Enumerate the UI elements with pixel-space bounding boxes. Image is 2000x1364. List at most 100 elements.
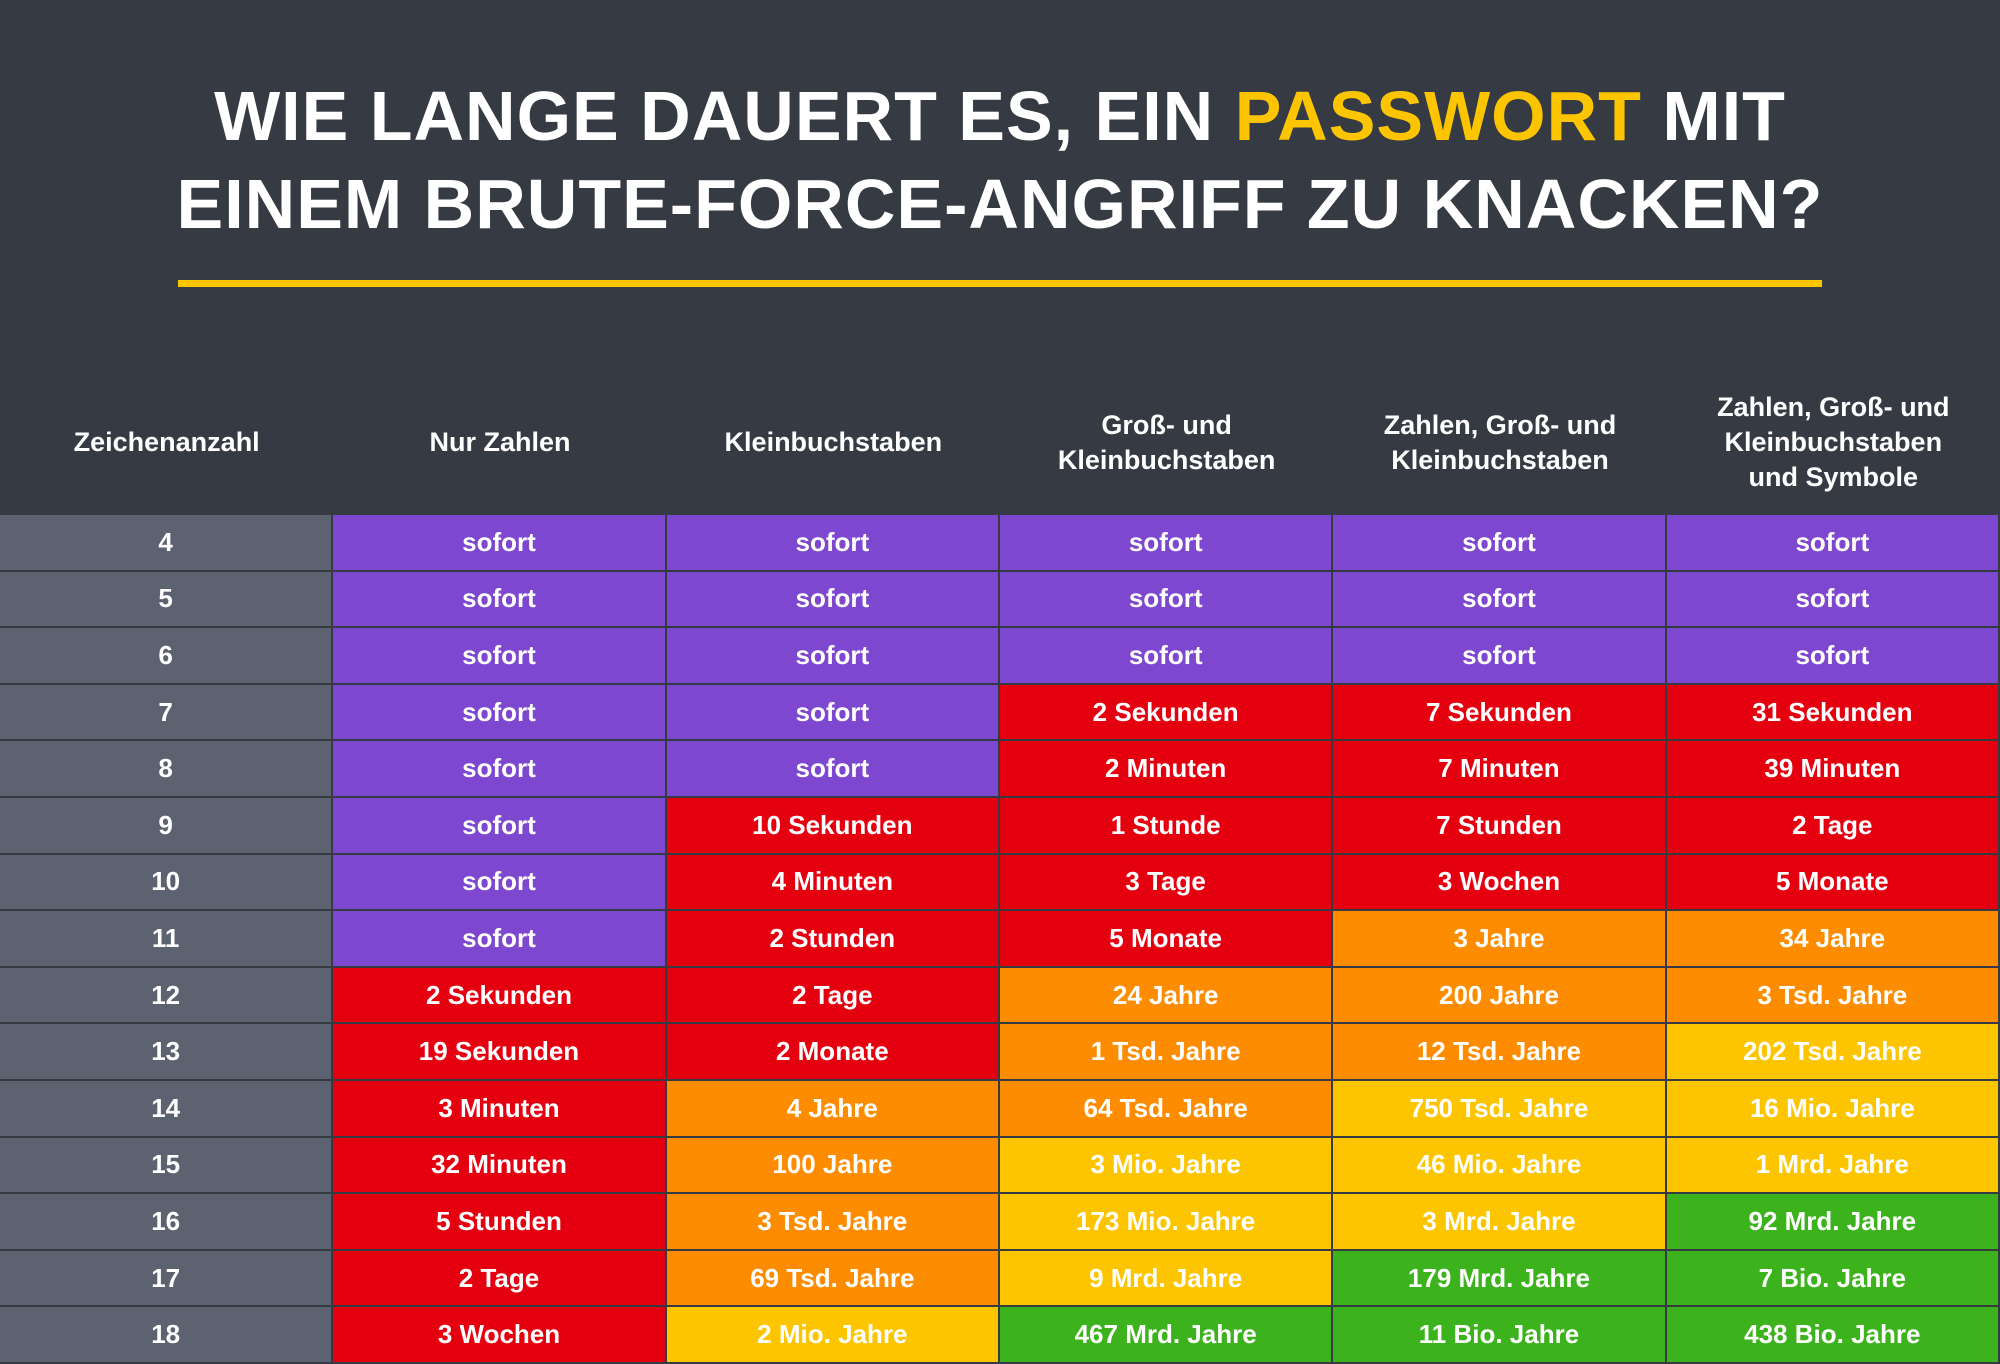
table-row: 14 3 Minuten 4 Jahre 64 Tsd. Jahre 750 Tsd. … (0, 1080, 2000, 1138)
character-count-cell: 5 (0, 571, 334, 629)
table-row: 11 sofort 2 Stunden 5 Monate 3 Jahre 34 Jahre (0, 911, 2000, 968)
crack-time-cell: 92 Mrd. Jahre (1666, 1194, 2000, 1251)
crack-time-cell: 5 Monate (1666, 854, 2000, 912)
crack-time-cell: 2 Monate (666, 1024, 1000, 1081)
title-part-1: WIE LANGE DAUERT ES, EIN (214, 77, 1235, 155)
crack-time-cell: sofort (333, 571, 667, 629)
table-row: 15 32 Minuten 100 Jahre 3 Mio. Jahre 46 Mio.… (0, 1137, 2000, 1195)
crack-time-cell: sofort (999, 515, 1334, 572)
crack-time-cell: 69 Tsd. Jahre (666, 1250, 1000, 1308)
character-count-cell: 8 (0, 741, 334, 798)
crack-time-cell: sofort (1333, 571, 1667, 629)
crack-time-cell: 7 Bio. Jahre (1666, 1250, 2000, 1308)
crack-time-cell: 9 Mrd. Jahre (999, 1250, 1334, 1308)
crack-time-cell: 2 Sekunden (333, 967, 667, 1025)
crack-time-cell: 3 Tsd. Jahre (666, 1194, 1000, 1251)
crack-time-cell: 2 Tage (666, 967, 1000, 1025)
column-header-4: Zahlen, Groß- und Kleinbuchstaben (1383, 409, 1617, 475)
crack-time-cell: sofort (1333, 628, 1667, 685)
crack-time-cell: 11 Bio. Jahre (1333, 1307, 1667, 1364)
crack-time-cell: 32 Minuten (333, 1137, 667, 1195)
crack-time-cell: sofort (1333, 515, 1667, 572)
title-divider (178, 280, 1822, 287)
crack-time-cell: 31 Sekunden (1666, 684, 2000, 742)
crack-time-cell: 2 Tage (1666, 797, 2000, 855)
table-row: 10 sofort 4 Minuten 3 Tage 3 Wochen 5 Monate (0, 854, 2000, 912)
character-count-cell: 15 (0, 1137, 334, 1195)
crack-time-cell: sofort (999, 571, 1334, 629)
crack-time-cell: sofort (333, 741, 667, 798)
table-row: 9 sofort 10 Sekunden 1 Stunde 7 Stunden 2 Tag… (0, 797, 2000, 855)
title-highlight: PASSWORT (1234, 77, 1642, 155)
crack-time-cell: 24 Jahre (999, 967, 1334, 1025)
character-count-cell: 7 (0, 684, 334, 742)
column-header-5: Zahlen, Groß- und Kleinbuchstaben und Sy… (1717, 392, 1950, 492)
crack-time-cell: 3 Jahre (1333, 911, 1667, 968)
character-count-cell: 13 (0, 1024, 334, 1081)
crack-time-cell: 3 Tage (999, 854, 1334, 912)
crack-time-cell: sofort (1666, 515, 2000, 572)
character-count-cell: 4 (0, 515, 334, 572)
crack-time-cell: 46 Mio. Jahre (1333, 1137, 1667, 1195)
crack-time-cell: sofort (666, 571, 1000, 629)
crack-time-cell: sofort (666, 684, 1000, 742)
character-count-cell: 12 (0, 967, 334, 1025)
crack-time-cell: 4 Jahre (666, 1080, 1000, 1138)
crack-time-cell: 7 Sekunden (1333, 684, 1667, 742)
column-header-0: Zeichenanzahl (73, 427, 260, 457)
crack-time-cell: sofort (666, 515, 1000, 572)
crack-time-cell: sofort (999, 628, 1334, 685)
crack-time-cell: sofort (333, 628, 667, 685)
crack-time-cell: 2 Minuten (999, 741, 1334, 798)
crack-time-cell: 2 Tage (333, 1250, 667, 1308)
crack-time-cell: 64 Tsd. Jahre (999, 1080, 1334, 1138)
table-row: 4 sofort sofort sofort sofort sofort (0, 515, 2000, 572)
crack-time-cell: sofort (1666, 628, 2000, 685)
column-header-2: Kleinbuchstaben (724, 427, 943, 457)
character-count-cell: 9 (0, 797, 334, 855)
crack-time-cell: 7 Stunden (1333, 797, 1667, 855)
table-header-row: Zeichenanzahl Nur Zahlen Kleinbuchstaben Gr… (0, 370, 2000, 515)
crack-time-cell: 7 Minuten (1333, 741, 1667, 798)
title-line-1: WIE LANGE DAUERT ES, EIN PASSWORT MIT (0, 72, 2000, 160)
crack-time-cell: 1 Tsd. Jahre (999, 1024, 1334, 1081)
crack-time-cell: 3 Mio. Jahre (999, 1137, 1334, 1195)
crack-time-cell: sofort (666, 628, 1000, 685)
crack-time-cell: 2 Sekunden (999, 684, 1334, 742)
character-count-cell: 10 (0, 854, 334, 912)
crack-time-cell: 3 Minuten (333, 1080, 667, 1138)
character-count-cell: 17 (0, 1250, 334, 1308)
crack-time-cell: 34 Jahre (1666, 911, 2000, 968)
character-count-cell: 14 (0, 1080, 334, 1138)
crack-time-cell: sofort (333, 684, 667, 742)
crack-time-cell: 2 Stunden (666, 911, 1000, 968)
character-count-cell: 11 (0, 911, 334, 968)
crack-time-cell: sofort (333, 515, 667, 572)
crack-time-cell: 19 Sekunden (333, 1024, 667, 1081)
crack-time-table: Zeichenanzahl Nur Zahlen Kleinbuchstaben Gr… (0, 370, 2000, 1364)
crack-time-cell: 3 Wochen (1333, 854, 1667, 912)
table-row: 12 2 Sekunden 2 Tage 24 Jahre 200 Jahre 3 Tsd… (0, 967, 2000, 1025)
crack-time-cell: sofort (666, 741, 1000, 798)
crack-time-cell: sofort (1666, 571, 2000, 629)
table-row: 6 sofort sofort sofort sofort sofort (0, 628, 2000, 685)
table-body: 4 sofort sofort sofort sofort sofort 5 sofort so… (0, 515, 2000, 1364)
character-count-cell: 16 (0, 1194, 334, 1251)
crack-time-cell: 39 Minuten (1666, 741, 2000, 798)
crack-time-cell: 3 Mrd. Jahre (1333, 1194, 1667, 1251)
table-row: 18 3 Wochen 2 Mio. Jahre 467 Mrd. Jahre 11 B… (0, 1307, 2000, 1364)
crack-time-cell: 173 Mio. Jahre (999, 1194, 1334, 1251)
title-line-2: EINEM BRUTE-FORCE-ANGRIFF ZU KNACKEN? (176, 165, 1824, 243)
crack-time-cell: 200 Jahre (1333, 967, 1667, 1025)
crack-time-cell: 2 Mio. Jahre (666, 1307, 1000, 1364)
crack-time-cell: 3 Wochen (333, 1307, 667, 1364)
table-row: 16 5 Stunden 3 Tsd. Jahre 173 Mio. Jahre 3 M… (0, 1194, 2000, 1251)
crack-time-cell: 16 Mio. Jahre (1666, 1080, 2000, 1138)
character-count-cell: 6 (0, 628, 334, 685)
crack-time-cell: 1 Mrd. Jahre (1666, 1137, 2000, 1195)
column-header-1: Nur Zahlen (429, 427, 571, 457)
crack-time-cell: 5 Monate (999, 911, 1334, 968)
crack-time-cell: 179 Mrd. Jahre (1333, 1250, 1667, 1308)
crack-time-cell: 467 Mrd. Jahre (999, 1307, 1334, 1364)
crack-time-cell: 750 Tsd. Jahre (1333, 1080, 1667, 1138)
